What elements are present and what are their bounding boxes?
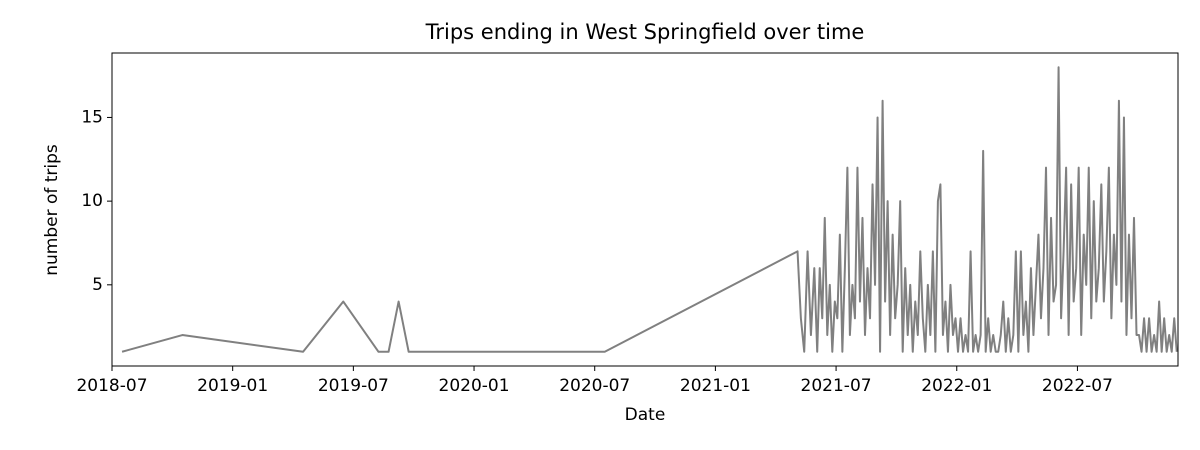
x-tick-label: 2021-07 [801,376,872,396]
y-tick-label: 5 [92,275,103,295]
x-tick-label: 2019-01 [197,376,268,396]
x-tick-label: 2020-01 [439,376,510,396]
y-tick-label: 15 [81,107,103,127]
x-tick-label: 2021-01 [680,376,751,396]
chart-title: Trips ending in West Springfield over ti… [425,20,865,44]
x-tick-label: 2022-07 [1042,376,1113,396]
x-tick-label: 2018-07 [76,376,147,396]
x-axis-label: Date [625,405,666,425]
plot-frame [111,52,1179,367]
x-tick-label: 2020-07 [559,376,630,396]
y-tick-label: 10 [81,191,103,211]
data-line [121,66,1178,353]
x-tick-label: 2022-01 [921,376,992,396]
y-axis-label: number of trips [42,144,62,276]
x-tick-label: 2019-07 [318,376,389,396]
